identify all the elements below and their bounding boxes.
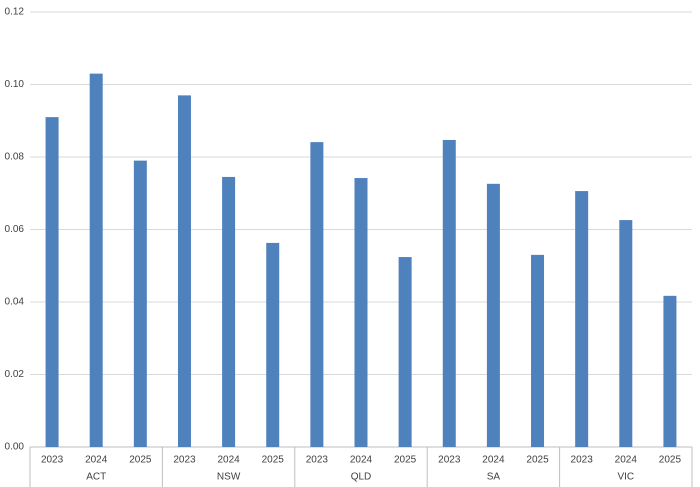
- y-tick-label: 0.00: [5, 442, 25, 453]
- x-tick-label: 2025: [129, 455, 152, 466]
- bar: [133, 160, 147, 447]
- x-tick-label: 2024: [350, 455, 373, 466]
- bar: [310, 142, 324, 447]
- x-tick-label: 2023: [571, 455, 594, 466]
- bar: [619, 220, 633, 447]
- x-tick-label: 2024: [482, 455, 505, 466]
- x-tick-label: 2025: [394, 455, 417, 466]
- bar: [266, 242, 280, 447]
- x-tick-label: 2025: [659, 455, 682, 466]
- x-tick-label: 2023: [438, 455, 461, 466]
- x-tick-label: 2024: [217, 455, 240, 466]
- group-label: VIC: [617, 472, 634, 483]
- bar: [531, 254, 545, 447]
- x-tick-label: 2025: [262, 455, 285, 466]
- x-tick-label: 2024: [615, 455, 638, 466]
- y-tick-label: 0.02: [5, 369, 25, 380]
- y-tick-label: 0.08: [5, 152, 25, 163]
- group-label: NSW: [217, 472, 241, 483]
- y-tick-label: 0.04: [5, 297, 25, 308]
- bar: [177, 95, 191, 447]
- bar: [575, 191, 589, 447]
- x-tick-label: 2024: [85, 455, 108, 466]
- bar: [398, 257, 412, 447]
- x-tick-label: 2023: [306, 455, 329, 466]
- y-tick-label: 0.12: [5, 7, 25, 18]
- bar: [442, 139, 456, 447]
- x-tick-label: 2023: [41, 455, 64, 466]
- y-tick-label: 0.06: [5, 224, 25, 235]
- y-tick-label: 0.10: [5, 79, 25, 90]
- bar: [486, 183, 500, 447]
- bar: [354, 178, 368, 447]
- x-tick-label: 2023: [173, 455, 196, 466]
- x-tick-label: 2025: [526, 455, 549, 466]
- group-label: QLD: [351, 472, 372, 483]
- bar: [89, 73, 103, 447]
- group-label: SA: [487, 472, 501, 483]
- bar: [45, 117, 59, 447]
- bar: [222, 176, 236, 447]
- group-label: ACT: [86, 472, 106, 483]
- bar: [663, 295, 677, 447]
